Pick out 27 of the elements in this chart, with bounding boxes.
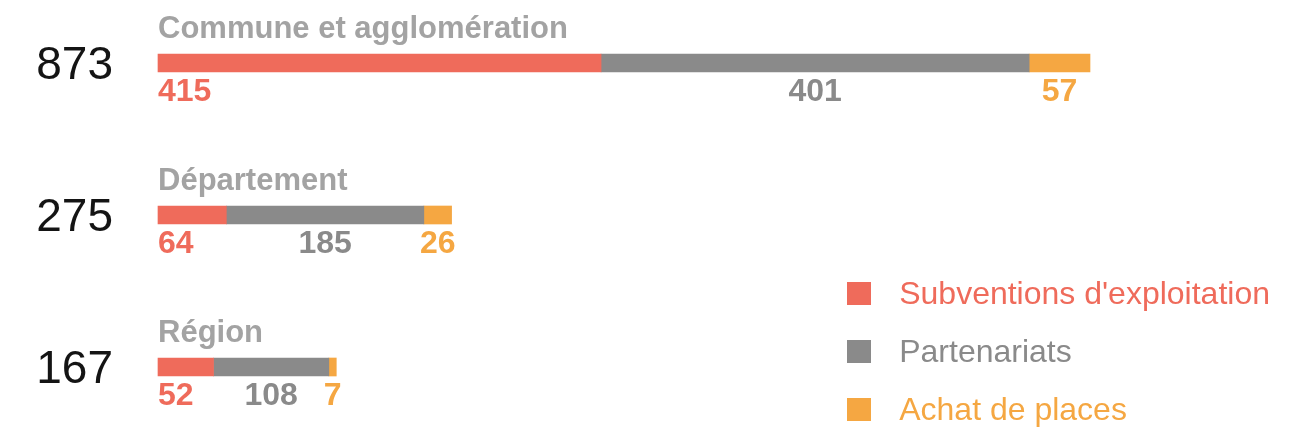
legend-label: Partenariats [899,332,1072,370]
bar [226,205,425,225]
bar [157,357,214,377]
y-tick-label: Département [158,162,348,197]
bar [1028,53,1091,73]
data-label: 52 [158,376,194,412]
bar [423,205,452,225]
total-label: 167 [36,341,113,393]
data-label: 108 [244,376,298,412]
data-label: 185 [298,224,352,260]
data-label: 26 [419,224,456,260]
data-label: 7 [323,376,342,412]
bar [213,357,330,377]
data-label: 64 [158,224,194,260]
bar [157,53,602,73]
bar [157,205,227,225]
bar [328,357,337,377]
legend-label: Subventions d'exploitation [899,274,1270,312]
data-label: 401 [788,72,842,108]
total-label: 275 [36,189,113,241]
total-label: 873 [36,37,113,89]
y-tick-label: Commune et agglomération [158,10,568,45]
y-tick-label: Région [158,314,264,349]
data-label: 57 [1041,72,1078,108]
legend-label: Achat de places [899,390,1127,428]
data-label: 415 [158,72,212,108]
bar [600,53,1030,73]
